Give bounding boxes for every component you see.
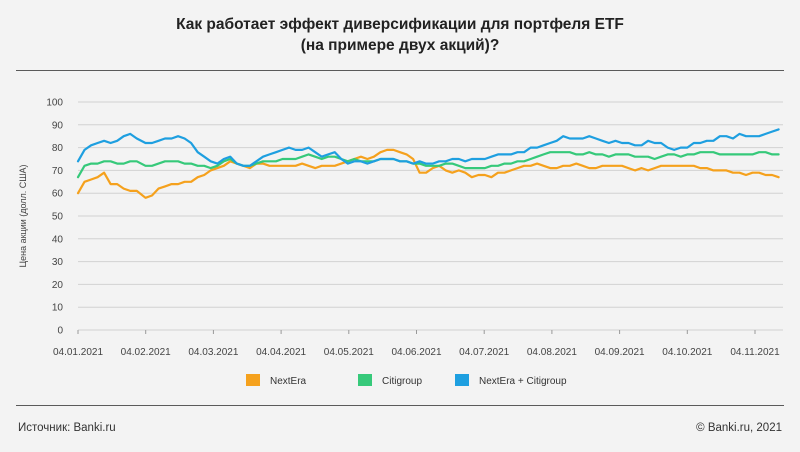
y-tick-label: 70 bbox=[52, 166, 64, 177]
legend-swatch bbox=[358, 374, 372, 386]
series-line bbox=[76, 148, 780, 199]
x-tick-label: 04.11.2021 bbox=[730, 347, 780, 358]
x-tick-label: 04.08.2021 bbox=[527, 347, 577, 358]
title-divider bbox=[16, 70, 784, 71]
y-tick-label: 100 bbox=[46, 98, 63, 109]
x-tick-label: 04.02.2021 bbox=[121, 347, 171, 358]
y-tick-label: 10 bbox=[52, 303, 64, 314]
legend-swatch bbox=[246, 374, 260, 386]
legend-label: NextEra bbox=[270, 376, 307, 387]
series-line bbox=[76, 128, 780, 167]
x-tick-label: 04.05.2021 bbox=[324, 347, 374, 358]
copyright-note: © Banki.ru, 2021 bbox=[696, 422, 782, 434]
x-tick-label: 04.06.2021 bbox=[391, 347, 441, 358]
x-tick-label: 04.10.2021 bbox=[662, 347, 712, 358]
legend-label: Citigroup bbox=[382, 376, 422, 387]
x-tick-label: 04.07.2021 bbox=[459, 347, 509, 358]
y-tick-label: 40 bbox=[52, 234, 64, 245]
y-axis-title: Цена акции (долл. США) bbox=[18, 164, 28, 267]
chart-title-line1: Как работает эффект диверсификации для п… bbox=[176, 16, 624, 33]
x-tick-label: 04.01.2021 bbox=[53, 347, 103, 358]
y-tick-label: 20 bbox=[52, 280, 64, 291]
chart-title: Как работает эффект диверсификации для п… bbox=[0, 14, 800, 56]
x-tick-label: 04.09.2021 bbox=[595, 347, 645, 358]
y-tick-label: 60 bbox=[52, 189, 64, 200]
source-note: Источник: Banki.ru bbox=[18, 422, 116, 434]
y-tick-label: 90 bbox=[52, 120, 64, 131]
chart-title-line2: (на примере двух акций)? bbox=[300, 37, 500, 54]
legend-swatch bbox=[455, 374, 469, 386]
y-tick-label: 0 bbox=[57, 326, 63, 337]
y-tick-label: 80 bbox=[52, 143, 64, 154]
y-tick-label: 50 bbox=[52, 212, 64, 223]
series-line bbox=[76, 151, 780, 179]
legend-label: NextEra + Citigroup bbox=[479, 376, 567, 387]
footer-divider bbox=[16, 405, 784, 406]
x-tick-label: 04.03.2021 bbox=[188, 347, 238, 358]
y-tick-label: 30 bbox=[52, 257, 64, 268]
x-tick-label: 04.04.2021 bbox=[256, 347, 306, 358]
